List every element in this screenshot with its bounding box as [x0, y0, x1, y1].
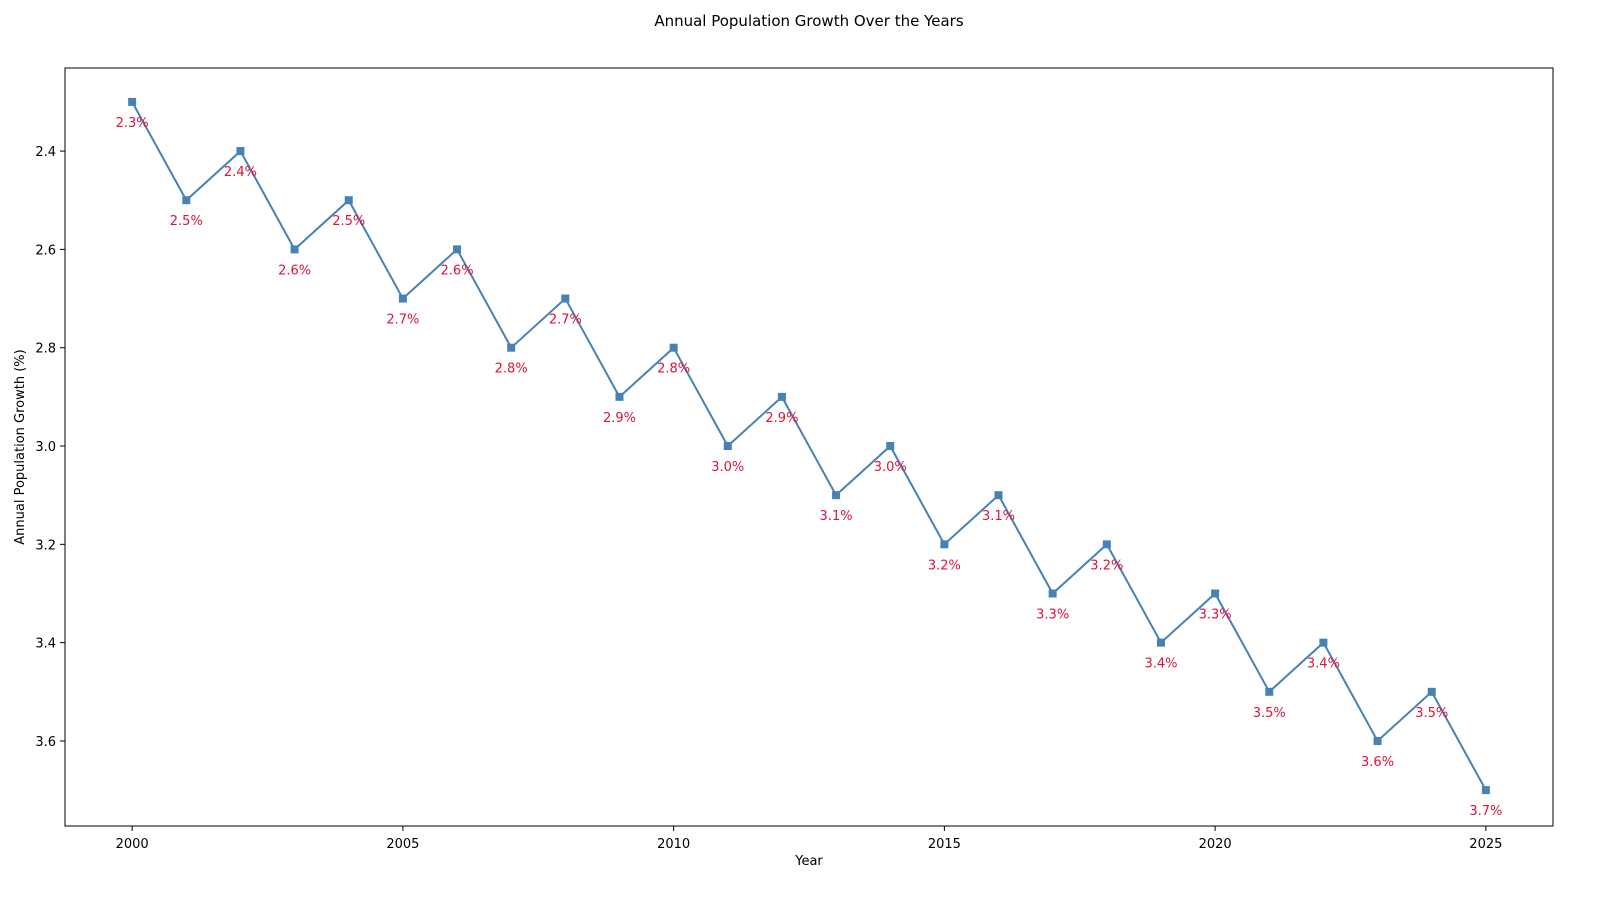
data-point	[398, 294, 407, 303]
plot-frame	[64, 67, 1554, 827]
data-point	[290, 245, 299, 254]
data-point	[1211, 589, 1220, 598]
data-label: 3.1%	[982, 509, 1015, 524]
data-point	[669, 343, 678, 352]
data-point	[236, 147, 245, 156]
data-label: 3.3%	[1199, 607, 1232, 622]
y-axis-label: Annual Population Growth (%)	[13, 349, 28, 544]
y-tick-label: 2.8	[35, 342, 56, 357]
data-point	[1265, 687, 1274, 696]
data-point	[561, 294, 570, 303]
data-label: 2.4%	[224, 165, 257, 180]
x-tick-label: 2020	[1199, 837, 1232, 852]
data-point	[886, 442, 895, 451]
data-point	[128, 97, 137, 106]
y-tick-label: 2.6	[35, 243, 56, 258]
data-point	[182, 196, 191, 205]
y-tick-label: 2.4	[35, 145, 56, 160]
data-label: 3.0%	[711, 460, 744, 475]
data-line	[131, 101, 1487, 791]
data-point	[1048, 589, 1057, 598]
x-tick-label: 2025	[1469, 837, 1502, 852]
data-label: 2.6%	[441, 263, 474, 278]
data-label: 2.9%	[603, 411, 636, 426]
data-label: 2.5%	[332, 214, 365, 229]
data-point	[1481, 786, 1490, 795]
data-label: 3.1%	[820, 509, 853, 524]
data-point	[344, 196, 353, 205]
data-label: 3.0%	[874, 460, 907, 475]
data-point	[1319, 638, 1328, 647]
y-tick-label: 3.2	[35, 538, 56, 553]
data-label: 3.4%	[1144, 657, 1177, 672]
data-label: 3.4%	[1307, 657, 1340, 672]
data-label: 3.5%	[1253, 706, 1286, 721]
data-point	[615, 392, 624, 401]
data-label: 3.2%	[1090, 558, 1123, 573]
data-point	[832, 491, 841, 500]
data-point	[940, 540, 949, 549]
data-point	[723, 442, 732, 451]
data-label: 2.9%	[765, 411, 798, 426]
data-label: 3.5%	[1415, 706, 1448, 721]
data-point	[777, 392, 786, 401]
data-point	[994, 491, 1003, 500]
x-tick-label: 2010	[657, 837, 690, 852]
data-label: 2.5%	[170, 214, 203, 229]
data-label: 2.6%	[278, 263, 311, 278]
data-label: 3.2%	[928, 558, 961, 573]
data-point	[453, 245, 462, 254]
y-tick-label: 3.6	[35, 735, 56, 750]
data-label: 2.8%	[657, 362, 690, 377]
data-label: 2.3%	[116, 116, 149, 131]
data-label: 3.7%	[1469, 804, 1502, 819]
chart-title: Annual Population Growth Over the Years	[654, 12, 964, 30]
data-point	[1427, 687, 1436, 696]
data-point	[1156, 638, 1165, 647]
data-point	[507, 343, 516, 352]
x-tick-label: 2000	[116, 837, 149, 852]
data-label: 3.6%	[1361, 755, 1394, 770]
x-tick-label: 2005	[386, 837, 419, 852]
data-point	[1102, 540, 1111, 549]
data-label: 2.7%	[549, 313, 582, 328]
data-label: 2.7%	[386, 313, 419, 328]
x-tick-label: 2015	[928, 837, 961, 852]
data-point	[1373, 736, 1382, 745]
x-axis-label: Year	[794, 854, 823, 869]
y-tick-label: 3.0	[35, 440, 56, 455]
y-tick-label: 3.4	[35, 637, 56, 652]
data-label: 2.8%	[495, 362, 528, 377]
data-label: 3.3%	[1036, 607, 1069, 622]
